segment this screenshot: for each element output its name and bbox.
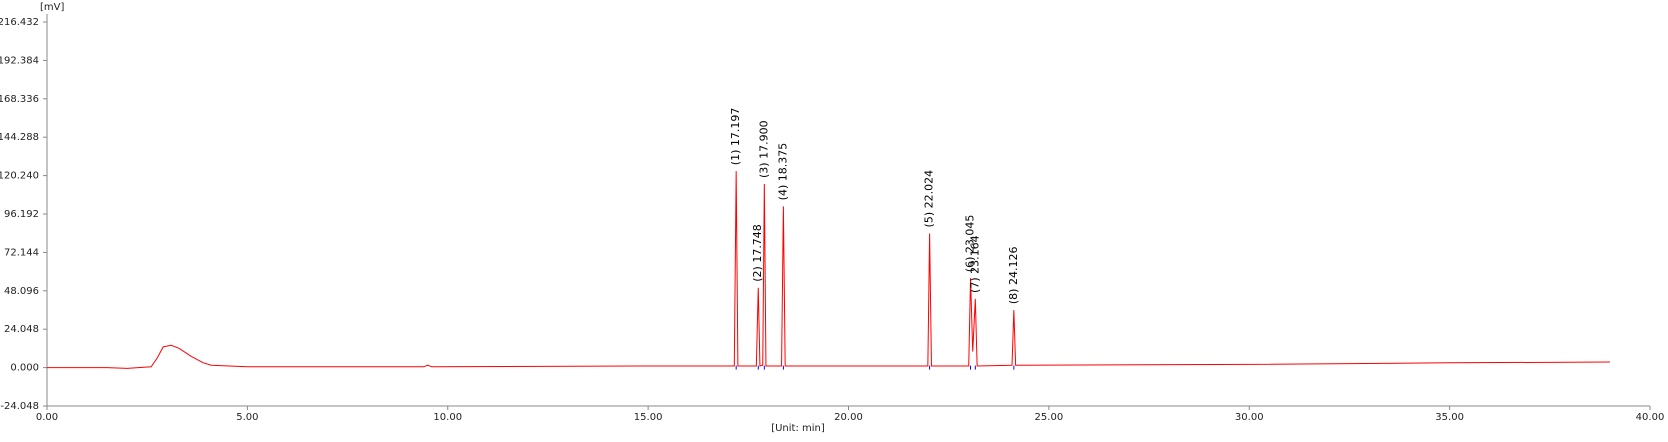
y-tick-label: 96.192 <box>4 209 39 220</box>
x-tick-label: 40.00 <box>1636 412 1665 423</box>
y-tick-label: 216.432 <box>0 17 39 28</box>
y-tick-label: 192.384 <box>0 55 39 66</box>
y-axis-label: [mV] <box>40 2 64 13</box>
peak-label: (5) 22.024 <box>923 170 936 228</box>
peak-label: (3) 17.900 <box>757 120 770 178</box>
x-tick-label: 35.00 <box>1435 412 1464 423</box>
y-tick-label: 120.240 <box>0 171 39 182</box>
y-tick-label: 168.336 <box>0 94 39 105</box>
y-tick-label: 48.096 <box>4 286 39 297</box>
x-tick-label: 15.00 <box>634 412 663 423</box>
x-tick-label: 0.00 <box>36 412 58 423</box>
x-tick-label: 5.00 <box>236 412 258 423</box>
y-tick-label: 144.288 <box>0 132 39 143</box>
x-tick-label: 10.00 <box>433 412 462 423</box>
x-tick-label: 25.00 <box>1035 412 1064 423</box>
y-tick-label: 0.000 <box>10 363 39 374</box>
peak-label: (8) 24.126 <box>1007 247 1020 305</box>
x-tick-label: 30.00 <box>1235 412 1264 423</box>
y-tick-label: -24.048 <box>0 401 39 412</box>
peak-label: (2) 17.748 <box>751 224 764 282</box>
y-tick-label: 24.048 <box>4 324 39 335</box>
peak-label: (6) 23.045 <box>964 215 977 273</box>
x-tick-label: 20.00 <box>834 412 863 423</box>
peak-label: (1) 17.197 <box>729 108 742 166</box>
trace <box>47 171 1610 369</box>
peak-label: (4) 18.375 <box>776 143 789 201</box>
y-tick-label: 72.144 <box>4 247 39 258</box>
peak-label: (7) 23.164 <box>968 235 981 293</box>
x-axis-label: [Unit: min] <box>771 423 825 434</box>
